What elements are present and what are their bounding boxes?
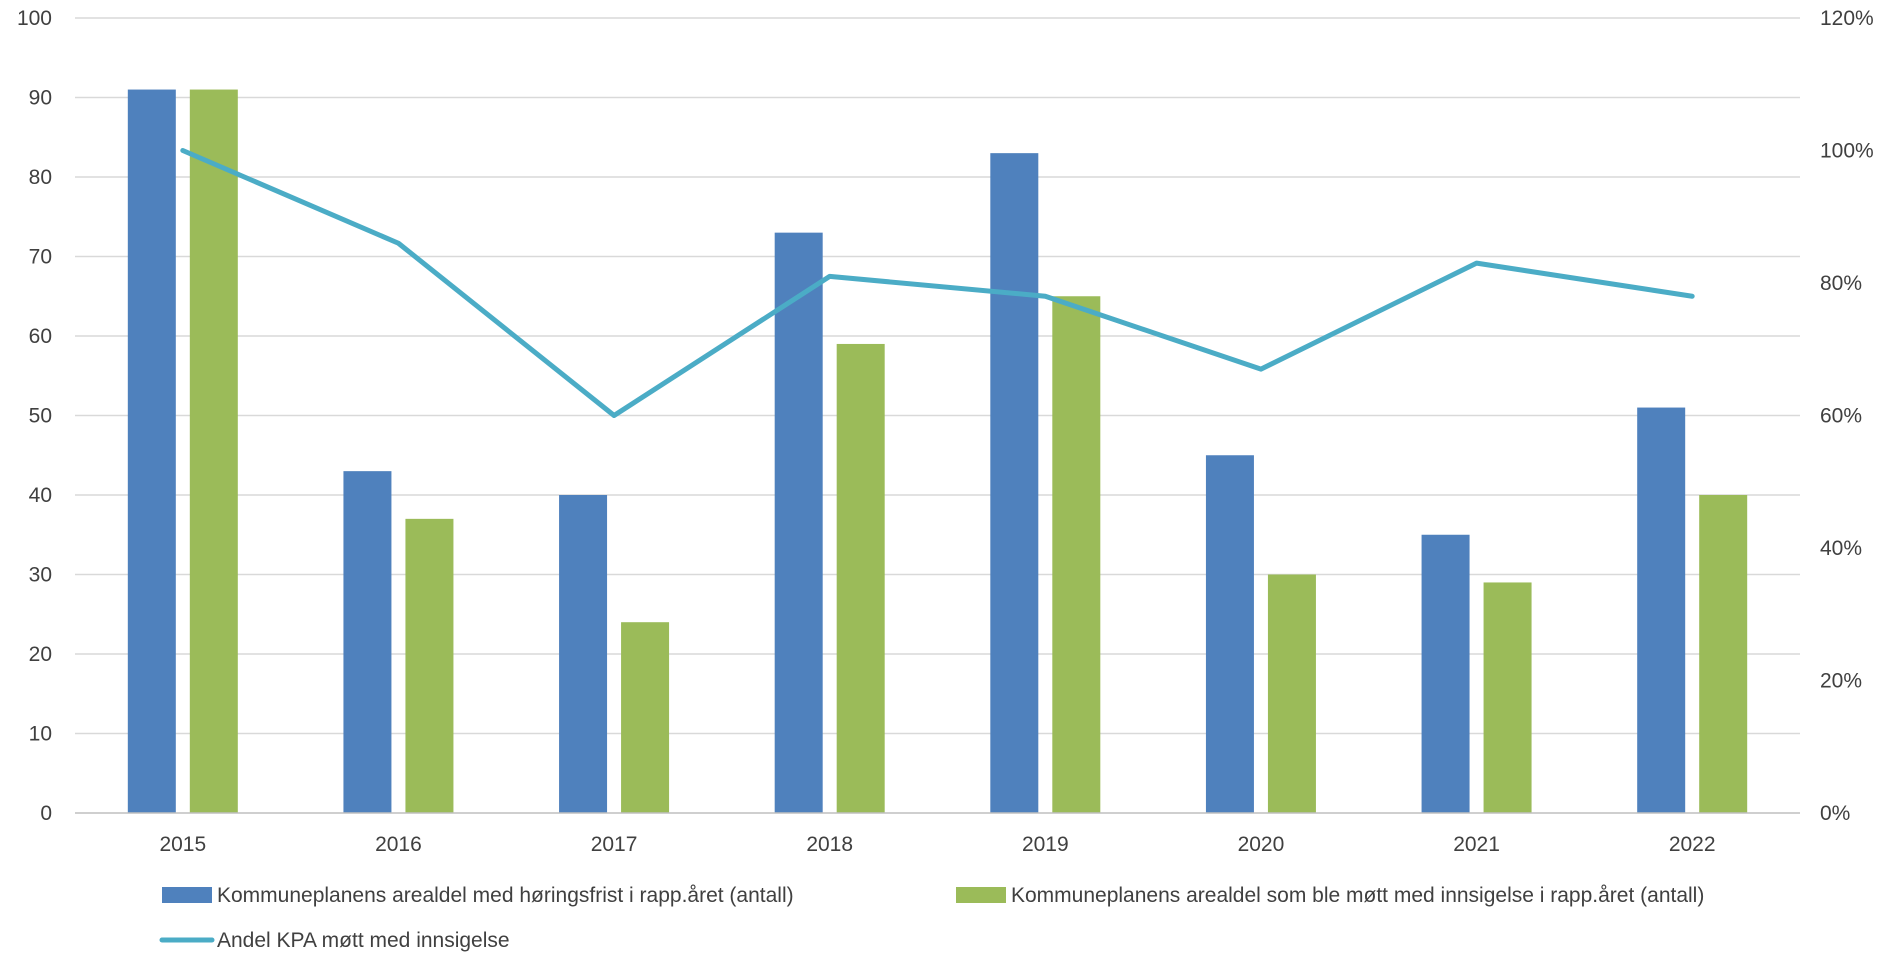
left-tick-label: 100 xyxy=(17,7,52,30)
right-tick-label: 40% xyxy=(1820,537,1862,560)
bar-horingsfrist xyxy=(127,89,176,814)
bar-horingsfrist xyxy=(1637,407,1686,813)
left-tick-label: 30 xyxy=(29,564,52,587)
x-tick-label: 2019 xyxy=(1022,833,1069,856)
x-tick-label: 2021 xyxy=(1453,833,1500,856)
gridlines xyxy=(75,17,1800,735)
x-tick-label: 2015 xyxy=(159,833,206,856)
x-tick-label: 2017 xyxy=(591,833,638,856)
left-axis-ticks: 0 10 20 30 40 50 60 70 80 90 100 xyxy=(17,7,52,825)
left-tick-label: 90 xyxy=(29,87,52,110)
left-tick-label: 40 xyxy=(29,484,52,507)
legend-label: Andel KPA møtt med innsigelse xyxy=(217,929,510,952)
right-axis-ticks: 0% 20% 40% 60% 80% 100% 120% xyxy=(1820,7,1874,825)
bar-horingsfrist xyxy=(343,471,392,813)
left-tick-label: 0 xyxy=(40,802,52,825)
bar-horingsfrist xyxy=(559,495,608,813)
x-tick-label: 2020 xyxy=(1238,833,1285,856)
left-tick-label: 60 xyxy=(29,325,52,348)
bar-horingsfrist xyxy=(990,153,1039,813)
x-axis-ticks: 2015 2016 2017 2018 2019 2020 2021 2022 xyxy=(159,833,1715,856)
bar-innsigelse xyxy=(1699,495,1748,813)
right-tick-label: 80% xyxy=(1820,272,1862,295)
bar-horingsfrist xyxy=(1205,455,1254,813)
x-tick-label: 2018 xyxy=(806,833,853,856)
right-tick-label: 20% xyxy=(1820,670,1862,693)
bar-innsigelse xyxy=(836,343,885,813)
left-tick-label: 50 xyxy=(29,405,52,428)
x-tick-label: 2022 xyxy=(1669,833,1716,856)
bar-horingsfrist xyxy=(774,232,823,813)
bar-innsigelse xyxy=(1267,574,1316,813)
bar-series xyxy=(127,89,1748,814)
legend-label: Kommuneplanens arealdel som ble møtt med… xyxy=(1011,884,1704,907)
left-tick-label: 10 xyxy=(29,723,52,746)
right-tick-label: 120% xyxy=(1820,7,1874,30)
bar-innsigelse xyxy=(1483,582,1532,813)
right-tick-label: 0% xyxy=(1820,802,1850,825)
bar-innsigelse xyxy=(621,622,670,813)
left-tick-label: 20 xyxy=(29,643,52,666)
line-series xyxy=(180,148,1695,418)
right-tick-label: 60% xyxy=(1820,405,1862,428)
bar-horingsfrist xyxy=(1421,534,1470,813)
legend-swatch-bar xyxy=(162,887,212,903)
left-tick-label: 80 xyxy=(29,166,52,189)
bar-innsigelse xyxy=(1052,296,1101,813)
bar-innsigelse xyxy=(189,89,238,814)
right-tick-label: 100% xyxy=(1820,140,1874,163)
left-tick-label: 70 xyxy=(29,246,52,269)
x-tick-label: 2016 xyxy=(375,833,422,856)
legend: Kommuneplanens arealdel med høringsfrist… xyxy=(159,884,1704,952)
andel-line xyxy=(180,148,1695,418)
legend-swatch-bar xyxy=(956,887,1006,903)
bar-innsigelse xyxy=(405,518,454,813)
legend-label: Kommuneplanens arealdel med høringsfrist… xyxy=(217,884,794,907)
